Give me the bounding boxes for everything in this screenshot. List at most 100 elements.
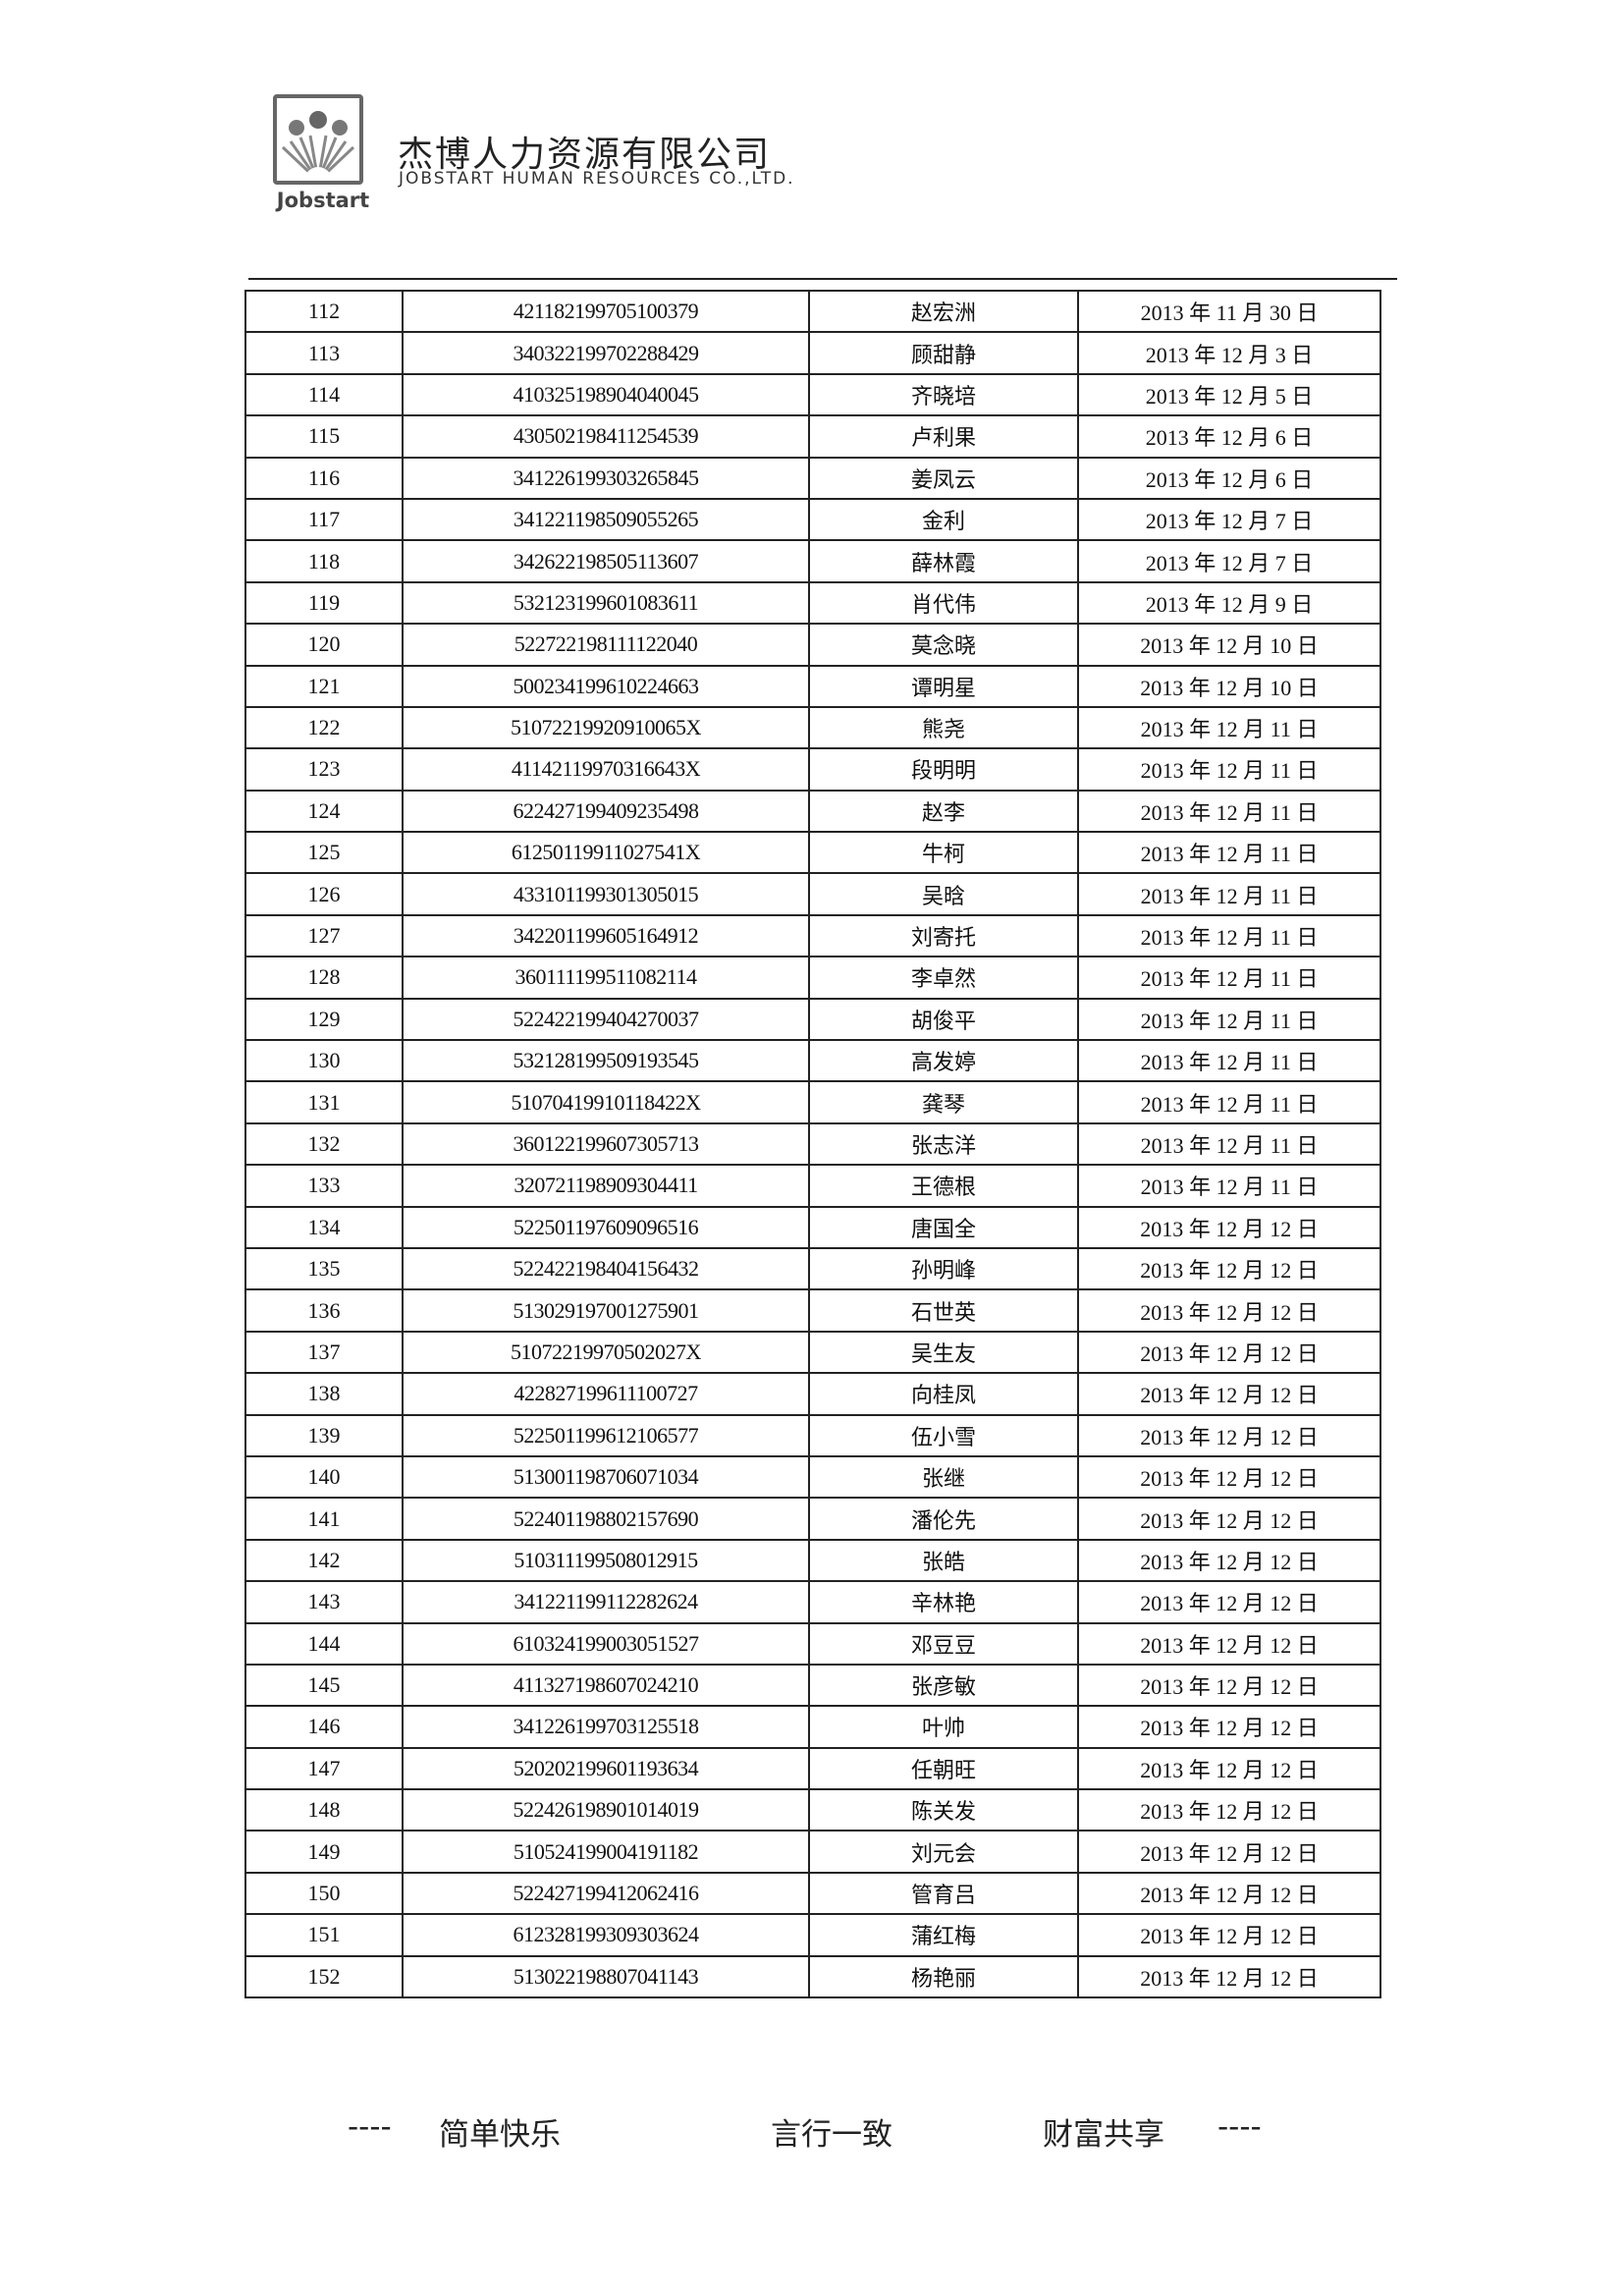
footer-dash-right: ---- — [1217, 2109, 1262, 2145]
cell-id-number: 433101199301305015 — [402, 872, 810, 916]
cell-id-number: 532123199601083611 — [402, 580, 810, 626]
footer-dash-left: ---- — [348, 2109, 392, 2145]
cell-date: 2013 年 12 月 12 日 — [1077, 1746, 1381, 1791]
cell-date: 2013 年 12 月 11 日 — [1077, 1080, 1381, 1124]
cell-id-number: 610324199003051527 — [402, 1621, 810, 1666]
cell-name: 姜凤云 — [808, 456, 1079, 500]
cell-name: 赵李 — [808, 789, 1079, 834]
cell-date: 2013 年 12 月 12 日 — [1077, 1330, 1381, 1375]
cell-row-number: 149 — [244, 1830, 404, 1874]
cell-row-number: 138 — [244, 1372, 404, 1416]
cell-date: 2013 年 12 月 11 日 — [1077, 913, 1381, 958]
cell-id-number: 500234199610224663 — [402, 664, 810, 708]
footer-slogan-1: 简单快乐 — [439, 2117, 561, 2153]
cell-id-number: 410325198904040045 — [402, 372, 810, 417]
table-row: 115 430502198411254539 卢利果 2013 年 12 月 6 日 — [244, 414, 1381, 459]
cell-row-number: 152 — [244, 1954, 404, 1999]
table-row: 140 513001198706071034 张继 2013 年 12 月 12 日 — [244, 1454, 1381, 1500]
company-logo: Jobstart — [267, 90, 379, 218]
cell-row-number: 136 — [244, 1288, 404, 1333]
cell-name: 熊尧 — [808, 705, 1079, 750]
cell-row-number: 130 — [244, 1039, 404, 1083]
cell-row-number: 115 — [244, 414, 404, 459]
cell-name: 蒲红梅 — [808, 1913, 1079, 1957]
cell-date: 2013 年 12 月 12 日 — [1077, 1538, 1381, 1583]
cell-name: 刘元会 — [808, 1830, 1079, 1874]
cell-row-number: 116 — [244, 456, 404, 500]
header-divider — [248, 278, 1397, 280]
cell-id-number: 510524199004191182 — [402, 1830, 810, 1874]
table-row: 147 520202199601193634 任朝旺 2013 年 12 月 12 日 — [244, 1746, 1381, 1791]
cell-row-number: 120 — [244, 623, 404, 667]
table-row: 141 522401198802157690 潘伦先 2013 年 12 月 12 日 — [244, 1497, 1381, 1541]
cell-id-number: 513022198807041143 — [402, 1954, 810, 1999]
table-row: 134 522501197609096516 唐国全 2013 年 12 月 12 日 — [244, 1205, 1381, 1249]
cell-row-number: 137 — [244, 1330, 404, 1375]
cell-id-number: 411327198607024210 — [402, 1663, 810, 1708]
cell-id-number: 422827199611100727 — [402, 1372, 810, 1416]
cell-date: 2013 年 12 月 7 日 — [1077, 497, 1381, 542]
cell-row-number: 123 — [244, 747, 404, 792]
cell-date: 2013 年 12 月 11 日 — [1077, 1039, 1381, 1083]
table-row: 125 61250119911027541X 牛柯 2013 年 12 月 11 日 — [244, 831, 1381, 875]
cell-id-number: 360122199607305713 — [402, 1121, 810, 1167]
cell-date: 2013 年 12 月 11 日 — [1077, 872, 1381, 916]
cell-date: 2013 年 12 月 12 日 — [1077, 1288, 1381, 1333]
cell-row-number: 121 — [244, 664, 404, 708]
cell-date: 2013 年 12 月 12 日 — [1077, 1497, 1381, 1541]
cell-name: 叶帅 — [808, 1705, 1079, 1749]
cell-date: 2013 年 12 月 11 日 — [1077, 997, 1381, 1042]
table-row: 117 341221198509055265 金利 2013 年 12 月 7 日 — [244, 497, 1381, 542]
cell-date: 2013 年 12 月 12 日 — [1077, 1788, 1381, 1832]
cell-row-number: 151 — [244, 1913, 404, 1957]
cell-date: 2013 年 11 月 30 日 — [1077, 289, 1381, 334]
table-row: 133 320721198909304411 王德根 2013 年 12 月 11 日 — [244, 1164, 1381, 1208]
cell-date: 2013 年 12 月 10 日 — [1077, 664, 1381, 708]
table-row: 122 51072219920910065X 熊尧 2013 年 12 月 11 日 — [244, 705, 1381, 750]
cell-id-number: 51070419910118422X — [402, 1080, 810, 1124]
logo-people-icon — [273, 94, 363, 185]
cell-date: 2013 年 12 月 11 日 — [1077, 789, 1381, 834]
cell-row-number: 114 — [244, 372, 404, 417]
cell-id-number: 341226199303265845 — [402, 456, 810, 500]
table-row: 145 411327198607024210 张彦敏 2013 年 12 月 12 日 — [244, 1663, 1381, 1708]
cell-date: 2013 年 12 月 12 日 — [1077, 1913, 1381, 1957]
cell-row-number: 135 — [244, 1246, 404, 1291]
company-name-en: JOBSTART HUMAN RESOURCES CO.,LTD. — [399, 169, 795, 189]
cell-date: 2013 年 12 月 12 日 — [1077, 1246, 1381, 1291]
table-row: 151 612328199309303624 蒲红梅 2013 年 12 月 12 日 — [244, 1913, 1381, 1957]
table-row: 121 500234199610224663 谭明星 2013 年 12 月 10 日 — [244, 664, 1381, 708]
cell-date: 2013 年 12 月 12 日 — [1077, 1954, 1381, 1999]
company-name-cn: 杰博人力资源有限公司 — [398, 135, 772, 175]
table-row: 127 342201199605164912 刘寄托 2013 年 12 月 11 日 — [244, 913, 1381, 958]
cell-id-number: 341226199703125518 — [402, 1705, 810, 1749]
cell-name: 牛柯 — [808, 831, 1079, 875]
cell-date: 2013 年 12 月 11 日 — [1077, 831, 1381, 875]
cell-name: 张皓 — [808, 1538, 1079, 1583]
table-row: 137 51072219970502027X 吴生友 2013 年 12 月 12 日 — [244, 1330, 1381, 1375]
cell-id-number: 532128199509193545 — [402, 1039, 810, 1083]
cell-date: 2013 年 12 月 12 日 — [1077, 1705, 1381, 1749]
cell-row-number: 129 — [244, 997, 404, 1042]
cell-id-number: 51072219970502027X — [402, 1330, 810, 1375]
cell-name: 刘寄托 — [808, 913, 1079, 958]
cell-date: 2013 年 12 月 3 日 — [1077, 331, 1381, 375]
table-row: 116 341226199303265845 姜凤云 2013 年 12 月 6 日 — [244, 456, 1381, 500]
cell-name: 顾甜静 — [808, 331, 1079, 375]
table-row: 130 532128199509193545 高发婷 2013 年 12 月 11 日 — [244, 1039, 1381, 1083]
cell-name: 胡俊平 — [808, 997, 1079, 1042]
cell-id-number: 41142119970316643X — [402, 747, 810, 792]
cell-row-number: 144 — [244, 1621, 404, 1666]
cell-date: 2013 年 12 月 10 日 — [1077, 623, 1381, 667]
cell-id-number: 61250119911027541X — [402, 831, 810, 875]
table-row: 150 522427199412062416 管育吕 2013 年 12 月 12 日 — [244, 1871, 1381, 1916]
cell-name: 吴晗 — [808, 872, 1079, 916]
cell-name: 向桂凤 — [808, 1372, 1079, 1416]
cell-row-number: 131 — [244, 1080, 404, 1124]
cell-name: 薛林霞 — [808, 539, 1079, 583]
cell-name: 管育吕 — [808, 1871, 1079, 1916]
cell-id-number: 520202199601193634 — [402, 1746, 810, 1791]
cell-row-number: 117 — [244, 497, 404, 542]
cell-id-number: 522501197609096516 — [402, 1205, 810, 1249]
cell-date: 2013 年 12 月 11 日 — [1077, 1121, 1381, 1167]
